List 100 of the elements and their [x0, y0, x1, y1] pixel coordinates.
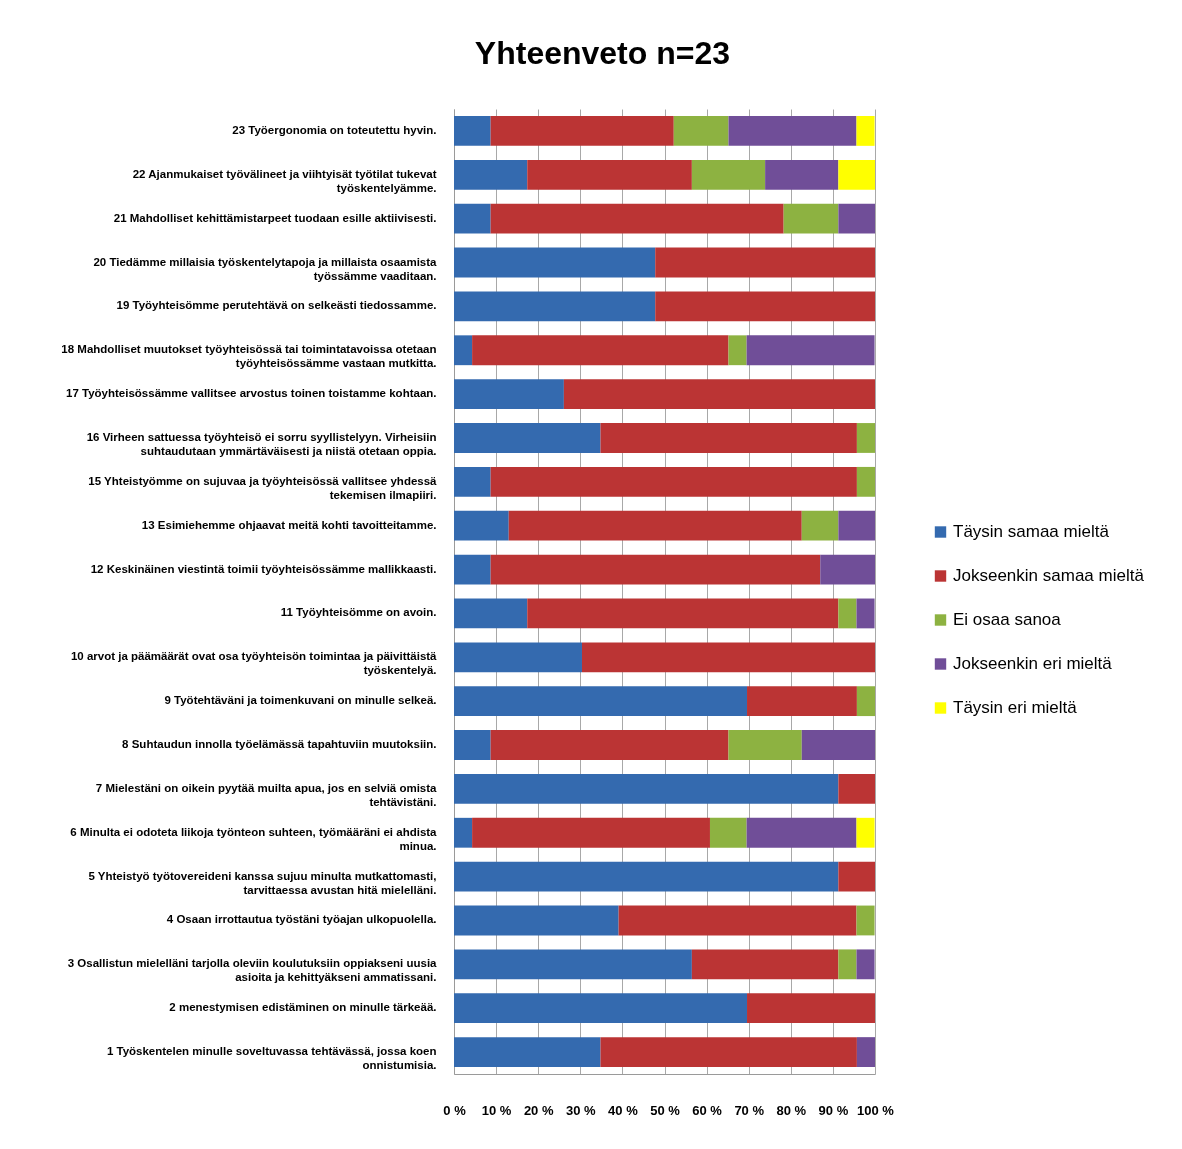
y-tick-label: 6 Minulta ei odoteta liikoja työnteon suhteen, työmääräni ei ahdista minua.	[70, 825, 438, 852]
y-tick-label: 13 Esimiehemme ohjaavat meitä kohti tavoitteitamme.	[141, 518, 437, 531]
x-tick-label: 70 %	[734, 1102, 765, 1118]
bar	[673, 116, 729, 146]
x-tick-label: 20 %	[523, 1102, 554, 1118]
bar	[454, 335, 473, 366]
y-tick-label: 1 Työskentelen minulle soveltuvassa tehtävässä, jossa koen onnistumisia.	[106, 1045, 437, 1072]
x-tick-label: 90 %	[818, 1102, 849, 1118]
bar	[490, 203, 784, 234]
bar	[746, 817, 857, 848]
bar	[563, 379, 875, 410]
bar	[581, 642, 875, 673]
x-tick-label: 50 %	[650, 1102, 681, 1118]
legend-label: Jokseenkin eri mieltä	[953, 654, 1113, 673]
chart-title: Yhteenveto n=23	[474, 35, 731, 71]
bar	[454, 905, 619, 936]
bar	[454, 773, 839, 804]
bar	[600, 1037, 857, 1067]
bar	[801, 510, 839, 541]
bar	[454, 379, 564, 410]
y-tick-label: 17 Työyhteisössämme vallitsee arvostus toinen toistamme kohtaan.	[66, 387, 437, 400]
y-tick-label: 11 Työyhteisömme on avoin.	[280, 606, 437, 619]
y-tick-label: 9 Työtehtäväni ja toimenkuvani on minulle selkeä.	[164, 694, 437, 707]
y-tick-label: 4 Osaan irrottautua työstäni työajan ulkopuolella.	[166, 913, 437, 926]
bar	[490, 730, 729, 760]
bar	[454, 466, 491, 497]
bar	[600, 423, 857, 453]
bar	[856, 949, 875, 980]
bar	[454, 598, 528, 629]
bar	[490, 554, 821, 585]
y-tick-label: 10 arvot ja päämäärät ovat osa työyhteisön toimintaa ja päivittäistä työskentelyä.	[70, 650, 438, 677]
bar	[472, 817, 710, 848]
y-tick-label: 23 Työergonomia on toteutettu hyvin.	[232, 123, 437, 136]
bar	[490, 116, 674, 146]
legend-label: Jokseenkin samaa mieltä	[953, 566, 1145, 585]
y-tick-label: 21 Mahdolliset kehittämistarpeet tuodaan esille aktiivisesti.	[113, 211, 437, 224]
bar	[691, 949, 839, 980]
y-tick-label: 2 menestymisen edistäminen on minulle tärkeää.	[169, 1001, 437, 1014]
bar	[838, 773, 875, 804]
bar	[838, 159, 875, 190]
bar	[454, 730, 491, 760]
x-tick-label: 10 %	[481, 1102, 512, 1118]
bar	[454, 116, 491, 146]
bar	[655, 247, 875, 278]
bar	[454, 1037, 601, 1067]
legend-label: Täysin eri mieltä	[953, 698, 1078, 717]
bar	[856, 905, 875, 936]
bar	[820, 554, 875, 585]
bar	[618, 905, 857, 936]
bar	[454, 554, 491, 585]
bar	[747, 686, 857, 717]
bar	[728, 335, 747, 366]
bar	[856, 1037, 875, 1067]
bar	[454, 247, 656, 278]
bar	[856, 817, 875, 848]
bar	[856, 466, 875, 497]
bar	[838, 949, 857, 980]
x-tick-label: 40 %	[608, 1102, 639, 1118]
bar	[527, 598, 839, 629]
bar	[454, 510, 509, 541]
y-tick-label: 15 Yhteistyömme on sujuvaa ja työyhteisössä vallitsee yhdessä tekemisen ilmapiiri.	[88, 474, 438, 501]
bar	[472, 335, 729, 366]
y-tick-label: 19 Työyhteisömme perutehtävä on selkeästi tiedossamme.	[116, 299, 437, 312]
bar	[856, 423, 875, 453]
y-tick-label: 18 Mahdolliset muutokset työyhteisössä tai toimintatavoissa otetaan työyhteisössämme vastaan mutkitta.	[61, 343, 437, 370]
bar	[454, 642, 582, 673]
bar	[838, 861, 875, 892]
bar	[454, 993, 748, 1024]
bar	[527, 159, 692, 190]
bar	[747, 993, 875, 1024]
bar	[454, 949, 692, 980]
bar	[838, 203, 875, 234]
bar	[454, 159, 528, 190]
bar	[856, 686, 875, 717]
y-tick-label: 22 Ajanmukaiset työvälineet ja viihtyisät työtilat tukevat työskentelyämme.	[132, 167, 437, 194]
bar	[454, 203, 491, 234]
y-tick-label: 16 Virheen sattuessa työyhteisö ei sorru syyllistelyyn. Virheisiin suhtaudutaan ymmärtäväisesti ja niistä otetaan oppia.	[86, 430, 437, 457]
bar	[728, 116, 857, 146]
y-tick-label: 5 Yhteistyö työtovereideni kanssa sujuu minulta mutkattomasti, tarvittaessa avustan hitä mielelläni.	[88, 869, 437, 896]
bar	[508, 510, 802, 541]
bar	[856, 598, 875, 629]
x-tick-label: 30 %	[565, 1102, 597, 1118]
y-tick-label: 20 Tiedämme millaisia työskentelytapoja ja millaista osaamista työssämme vaaditaan.	[93, 255, 438, 282]
bar	[801, 730, 875, 760]
x-tick-label: 100 %	[857, 1102, 895, 1118]
bar	[454, 291, 656, 322]
y-tick-label: 12 Keskinäinen viestintä toimii työyhteisössämme mallikkaasti.	[90, 562, 437, 575]
y-tick-label: 3 Osallistun mielelläni tarjolla oleviin koulutuksiin oppiakseni uusia asioita ja kehittyäkseni ammatissani.	[67, 957, 438, 984]
bar	[454, 817, 473, 848]
x-tick-label: 60 %	[692, 1102, 723, 1118]
bar	[490, 466, 857, 497]
bar	[746, 335, 875, 366]
bar	[765, 159, 839, 190]
x-tick-label: 80 %	[776, 1102, 807, 1118]
y-tick-label: 7 Mielestäni on oikein pyytää muilta apua, jos en selviä omista tehtävistäni.	[95, 781, 438, 808]
y-tick-label: 8 Suhtaudun innolla työelämässä tapahtuviin muutoksiin.	[122, 738, 437, 751]
bar	[454, 423, 601, 453]
x-tick-label: 0 %	[443, 1102, 467, 1118]
legend-label: Täysin samaa mieltä	[953, 522, 1110, 541]
legend-label: Ei osaa sanoa	[953, 610, 1062, 629]
